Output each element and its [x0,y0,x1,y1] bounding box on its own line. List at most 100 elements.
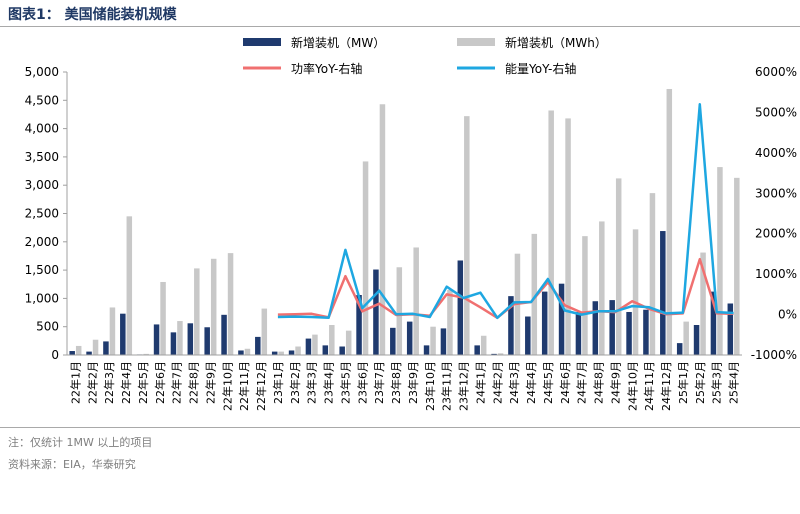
bar-mw [406,321,413,355]
legend-swatch-mw [243,38,281,46]
bar-mwh [160,281,166,355]
left-tick-label: 500 [36,320,59,334]
bar-mwh [92,339,99,355]
x-tick-label: 25年3月 [710,361,724,404]
right-tick-label: 6000% [755,65,797,79]
x-tick-label: 22年11月 [237,361,251,411]
yoy-lines [277,103,734,320]
chart: 新增装机（MW） 新增装机（MWh） 功率YoY-右轴 能量YoY-右轴 0 50… [25,35,797,411]
bar-mw [255,336,261,355]
bar-mwh [497,353,504,355]
bar-mw [541,291,548,355]
right-tick-label: 2000% [755,227,797,241]
x-tick-label: 23年9月 [406,361,420,404]
bar-mwh [312,334,318,355]
left-tick-label: 4,500 [25,93,59,107]
bar-mwh [649,193,656,355]
bar-mw [558,283,565,355]
x-tick-label: 24年11月 [642,361,656,411]
legend-swatch-mwh [457,38,495,46]
x-tick-label: 22年1月 [68,361,82,404]
x-tick-label: 22年5月 [136,361,150,404]
bar-mw [86,351,92,355]
legend-label-power-yoy: 功率YoY-右轴 [291,61,362,76]
energy-yoy-line [277,103,734,320]
left-tick-label: 0 [51,348,59,362]
legend-label-mw: 新增装机（MW） [291,35,385,50]
left-tick-label: 1,000 [25,291,59,305]
bar-mwh [75,345,82,355]
x-tick-label: 25年1月 [676,361,690,404]
bar-mw [423,345,430,355]
x-tick-label: 22年10月 [220,361,234,411]
x-tick-label: 24年8月 [592,361,606,404]
x-tick-label: 23年7月 [372,361,386,404]
bar-mwh [700,252,706,355]
x-tick-label: 23年8月 [389,361,403,404]
bar-mwh [430,326,436,355]
bar-mwh [227,253,234,355]
left-axis: 0 500 1,000 1,500 2,000 2,500 3,000 3,500 4,000 4… [25,65,67,362]
legend-label-energy-yoy: 能量YoY-右轴 [505,61,576,76]
x-tick-label: 23年1月 [271,361,285,404]
x-tick-label: 24年12月 [659,361,673,411]
bar-mwh [413,247,419,355]
bar-mw [322,345,329,355]
x-tick-label: 22年2月 [85,361,99,404]
bar-mwh [244,348,251,355]
bar-mwh [599,221,605,355]
x-tick-label: 22年12月 [254,361,268,411]
bar-mwh [210,258,217,355]
x-tick-label: 25年4月 [727,361,741,404]
series-mw-bars [69,231,734,355]
x-tick-label: 23年10月 [423,361,437,411]
left-tick-label: 5,000 [25,65,59,79]
legend-label-mwh: 新增装机（MWh） [505,35,607,50]
bottom-divider [0,427,800,428]
bar-mw [727,303,734,355]
bar-mw [204,327,210,355]
left-tick-label: 4,000 [25,122,59,136]
bar-mwh [261,308,268,355]
bar-mw [69,351,75,355]
bar-mw [187,323,194,355]
left-tick-label: 2,000 [25,235,59,249]
bar-mwh [379,104,386,356]
bar-mw [575,311,582,355]
left-tick-label: 3,000 [25,178,59,192]
bar-mwh [464,116,470,355]
bar-mwh [109,307,116,355]
bar-mw [609,300,615,355]
x-tick-label: 24年10月 [625,361,639,411]
x-tick-label: 23年11月 [440,361,454,411]
left-tick-label: 1,500 [25,263,59,277]
right-tick-label: 1000% [755,267,797,281]
left-tick-label: 2,500 [25,207,59,221]
bar-mwh [126,216,133,355]
bar-mw [390,327,396,355]
footnote: 注：仅统计 1MW 以上的项目 [8,436,153,449]
bar-mw [710,291,717,355]
bar-mwh [177,321,183,355]
right-axis: -1000% 0% 1000% 2000% 3000% 4000% 5000% 6000% [751,65,797,362]
bar-mwh [734,177,740,355]
bar-mwh [632,229,639,355]
bar-mw [103,341,109,355]
x-tick-label: 22年3月 [102,361,116,404]
bar-mwh [362,161,369,355]
bar-mwh [683,321,689,355]
x-tick-label: 23年3月 [305,361,319,404]
x-tick-label: 22年7月 [170,361,184,404]
x-tick-label: 23年4月 [322,361,336,404]
bar-mw [643,309,649,355]
bar-mwh [582,236,588,355]
bar-mw [676,343,683,355]
bar-mwh [396,267,403,355]
x-tick-label: 24年5月 [541,361,555,404]
bar-mwh [278,351,284,355]
bar-mw [373,269,379,355]
x-tick-label: 22年6月 [153,361,167,404]
bar-mwh [194,268,200,355]
bar-mw [474,345,480,355]
right-tick-label: 3000% [755,186,797,200]
